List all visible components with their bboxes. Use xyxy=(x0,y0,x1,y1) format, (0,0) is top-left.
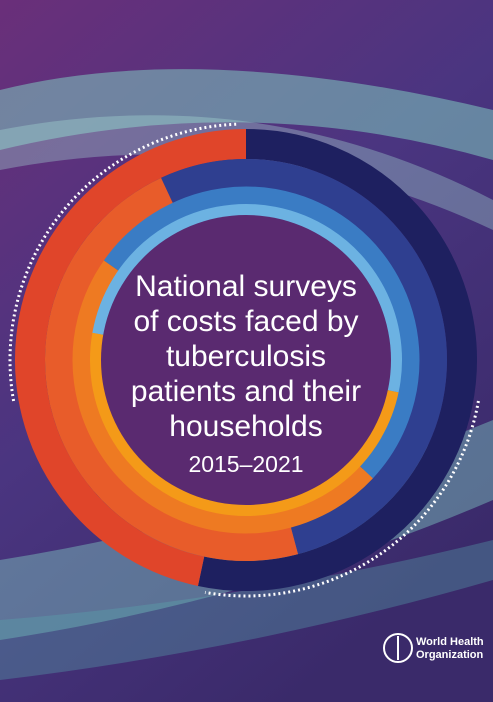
swoosh xyxy=(0,69,493,160)
title-line: National surveys xyxy=(135,270,357,303)
ring-arc xyxy=(103,186,420,479)
publisher-line: Organization xyxy=(416,649,484,661)
title-line: patients and their xyxy=(131,375,361,408)
title-line: households xyxy=(169,410,322,443)
ring-arc xyxy=(72,260,373,534)
years: 2015–2021 xyxy=(188,451,303,477)
ring-arc xyxy=(197,129,477,591)
title-line: of costs faced by xyxy=(133,305,358,338)
ring-arc xyxy=(45,177,299,561)
swoosh xyxy=(0,540,493,680)
dotted-arc xyxy=(8,122,238,402)
dotted-arc xyxy=(204,400,480,598)
ring-arc xyxy=(92,204,402,393)
ring-arc xyxy=(15,129,247,586)
ring-arc xyxy=(161,159,447,555)
publisher-line: World Health xyxy=(416,636,484,648)
who-logo: World Health Organization xyxy=(383,633,484,663)
emblem xyxy=(383,633,413,663)
swoosh xyxy=(0,115,493,230)
inner-disc xyxy=(101,215,391,505)
title-line: tuberculosis xyxy=(166,340,326,373)
